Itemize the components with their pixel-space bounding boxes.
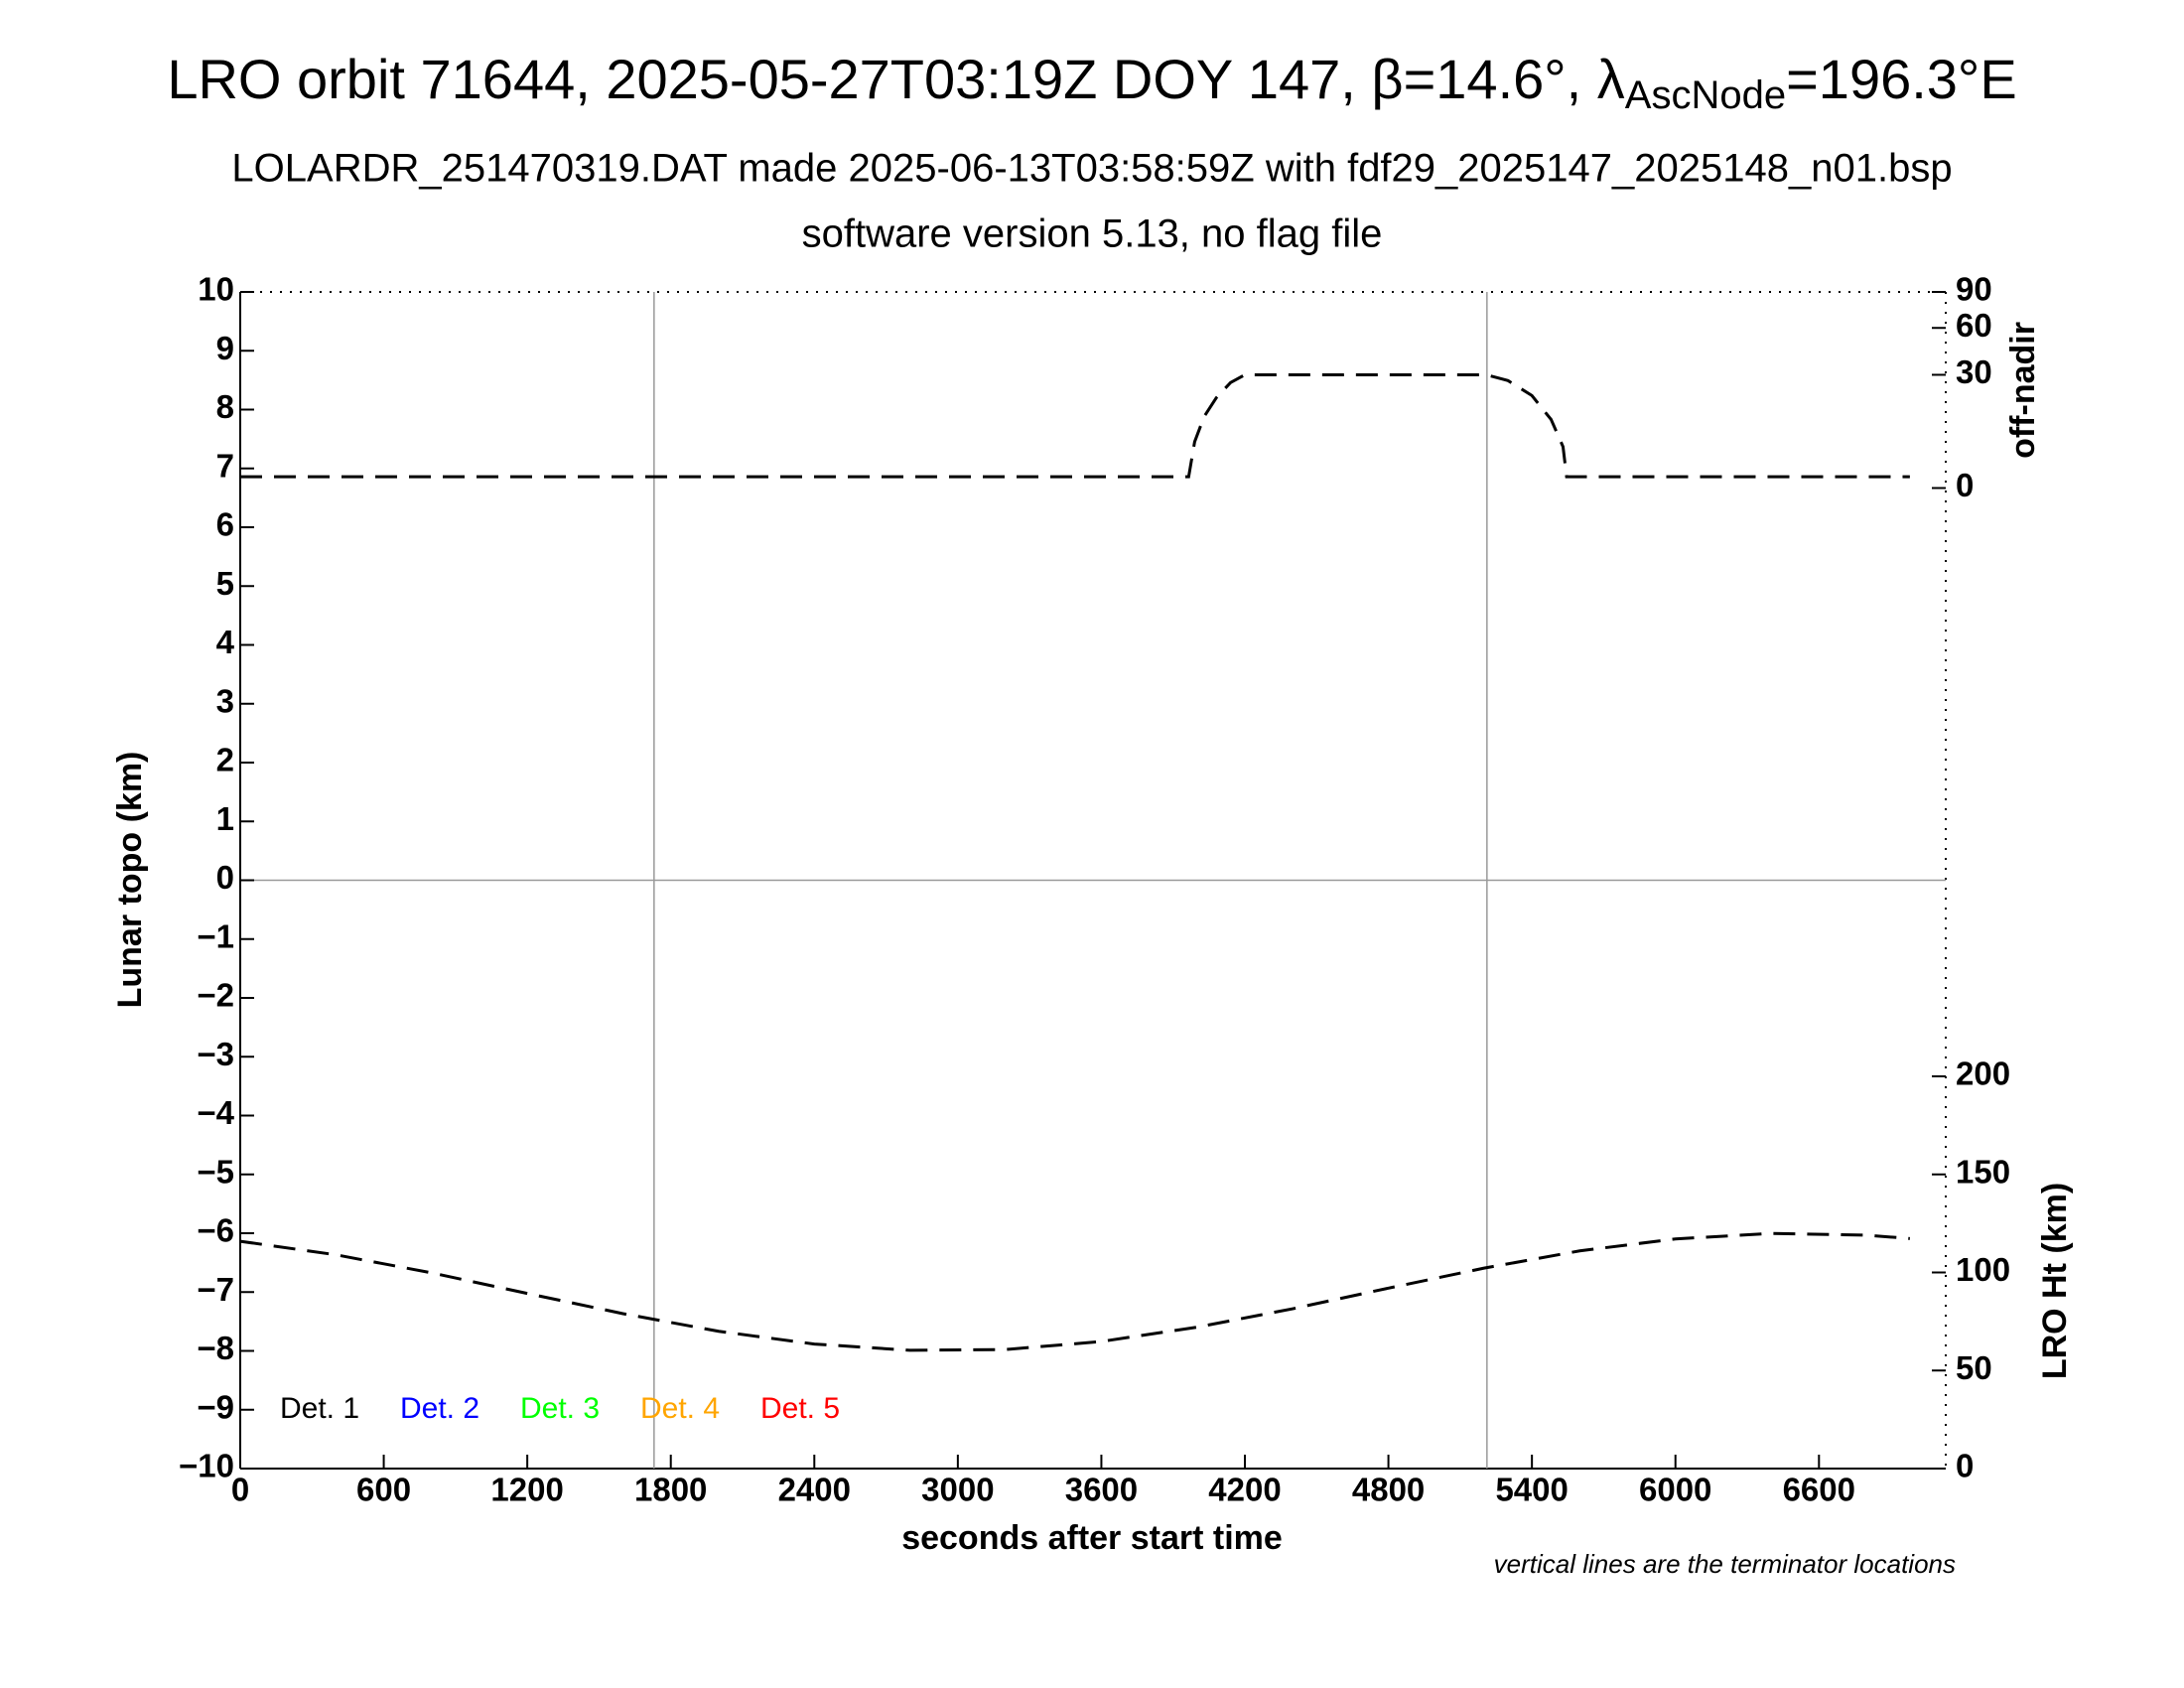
x-tick-label: 1200 <box>490 1472 563 1508</box>
y-tick-label: 5 <box>216 565 234 602</box>
y-tick-label: 4 <box>216 624 235 660</box>
x-tick-label: 3000 <box>921 1472 994 1508</box>
y-tick-label: −10 <box>179 1448 234 1484</box>
y-tick-label: 2 <box>216 742 234 778</box>
annotation: vertical lines are the terminator locati… <box>1494 1549 1956 1579</box>
y-tick-label: −2 <box>197 977 234 1014</box>
x-tick-label: 5400 <box>1495 1472 1568 1508</box>
y-tick-label: −4 <box>197 1094 234 1131</box>
y-tick-label: 8 <box>216 388 234 425</box>
y-tick-label: 1 <box>216 800 234 837</box>
series-line <box>240 372 1910 479</box>
y-tick-label: 10 <box>198 271 234 308</box>
x-tick-label: 6000 <box>1639 1472 1711 1508</box>
y-tick-label: −8 <box>197 1330 234 1366</box>
x-tick-label: 6600 <box>1783 1472 1855 1508</box>
y2-tick-label: 100 <box>1956 1251 2010 1288</box>
y-tick-label: 3 <box>216 682 234 719</box>
y2-tick-label: 150 <box>1956 1153 2010 1190</box>
y-tick-label: −5 <box>197 1153 234 1190</box>
title-part: =196.3°E <box>1786 48 2017 110</box>
legend-entry: Det. 3 <box>520 1392 600 1425</box>
y2-tick-label: 50 <box>1956 1349 1992 1386</box>
subtitle: LOLARDR_251470319.DAT made 2025-06-13T03… <box>231 147 1952 191</box>
y-tick-label: −9 <box>197 1388 234 1425</box>
series-line <box>239 1231 1910 1352</box>
y3-tick-label: 30 <box>1956 353 1992 390</box>
y-tick-label: 7 <box>216 447 234 484</box>
title-part: LRO orbit 71644, 2025-05-27T03:19Z DOY 1… <box>167 48 1624 110</box>
y-tick-label: −1 <box>197 917 234 954</box>
y2-tick-label: 0 <box>1956 1448 1974 1484</box>
y3-tick-label: 90 <box>1956 271 1992 308</box>
x-tick-label: 3600 <box>1065 1472 1138 1508</box>
y-tick-label: −7 <box>197 1271 234 1308</box>
x-tick-label: 2400 <box>778 1472 851 1508</box>
x-tick-label: 4200 <box>1208 1472 1281 1508</box>
y-tick-label: 9 <box>216 330 234 366</box>
title-subscript: AscNode <box>1625 73 1786 117</box>
y-tick-label: −3 <box>197 1036 234 1072</box>
legend-entry: Det. 5 <box>760 1392 840 1425</box>
y2-axis-label: LRO Ht (km) <box>2036 1183 2074 1379</box>
x-tick-label: 1800 <box>634 1472 707 1508</box>
y-tick-label: 0 <box>216 859 234 896</box>
y-tick-label: 6 <box>216 506 234 543</box>
y-tick-label: −6 <box>197 1212 234 1249</box>
y3-tick-label: 60 <box>1956 307 1992 344</box>
legend-entry: Det. 2 <box>400 1392 479 1425</box>
y-axis-label: Lunar topo (km) <box>111 752 149 1009</box>
x-tick-label: 0 <box>231 1472 249 1508</box>
x-axis-label: seconds after start time <box>901 1519 1283 1557</box>
subtitle: software version 5.13, no flag file <box>802 212 1383 256</box>
x-tick-label: 600 <box>356 1472 411 1508</box>
y3-axis-label: off-nadir <box>2004 322 2042 459</box>
x-tick-label: 4800 <box>1352 1472 1425 1508</box>
chart-title: LRO orbit 71644, 2025-05-27T03:19Z DOY 1… <box>167 48 2016 117</box>
legend-entry: Det. 4 <box>640 1392 720 1425</box>
y3-tick-label: 0 <box>1956 467 1974 503</box>
legend-entry: Det. 1 <box>280 1392 359 1425</box>
y2-tick-label: 200 <box>1956 1055 2010 1092</box>
